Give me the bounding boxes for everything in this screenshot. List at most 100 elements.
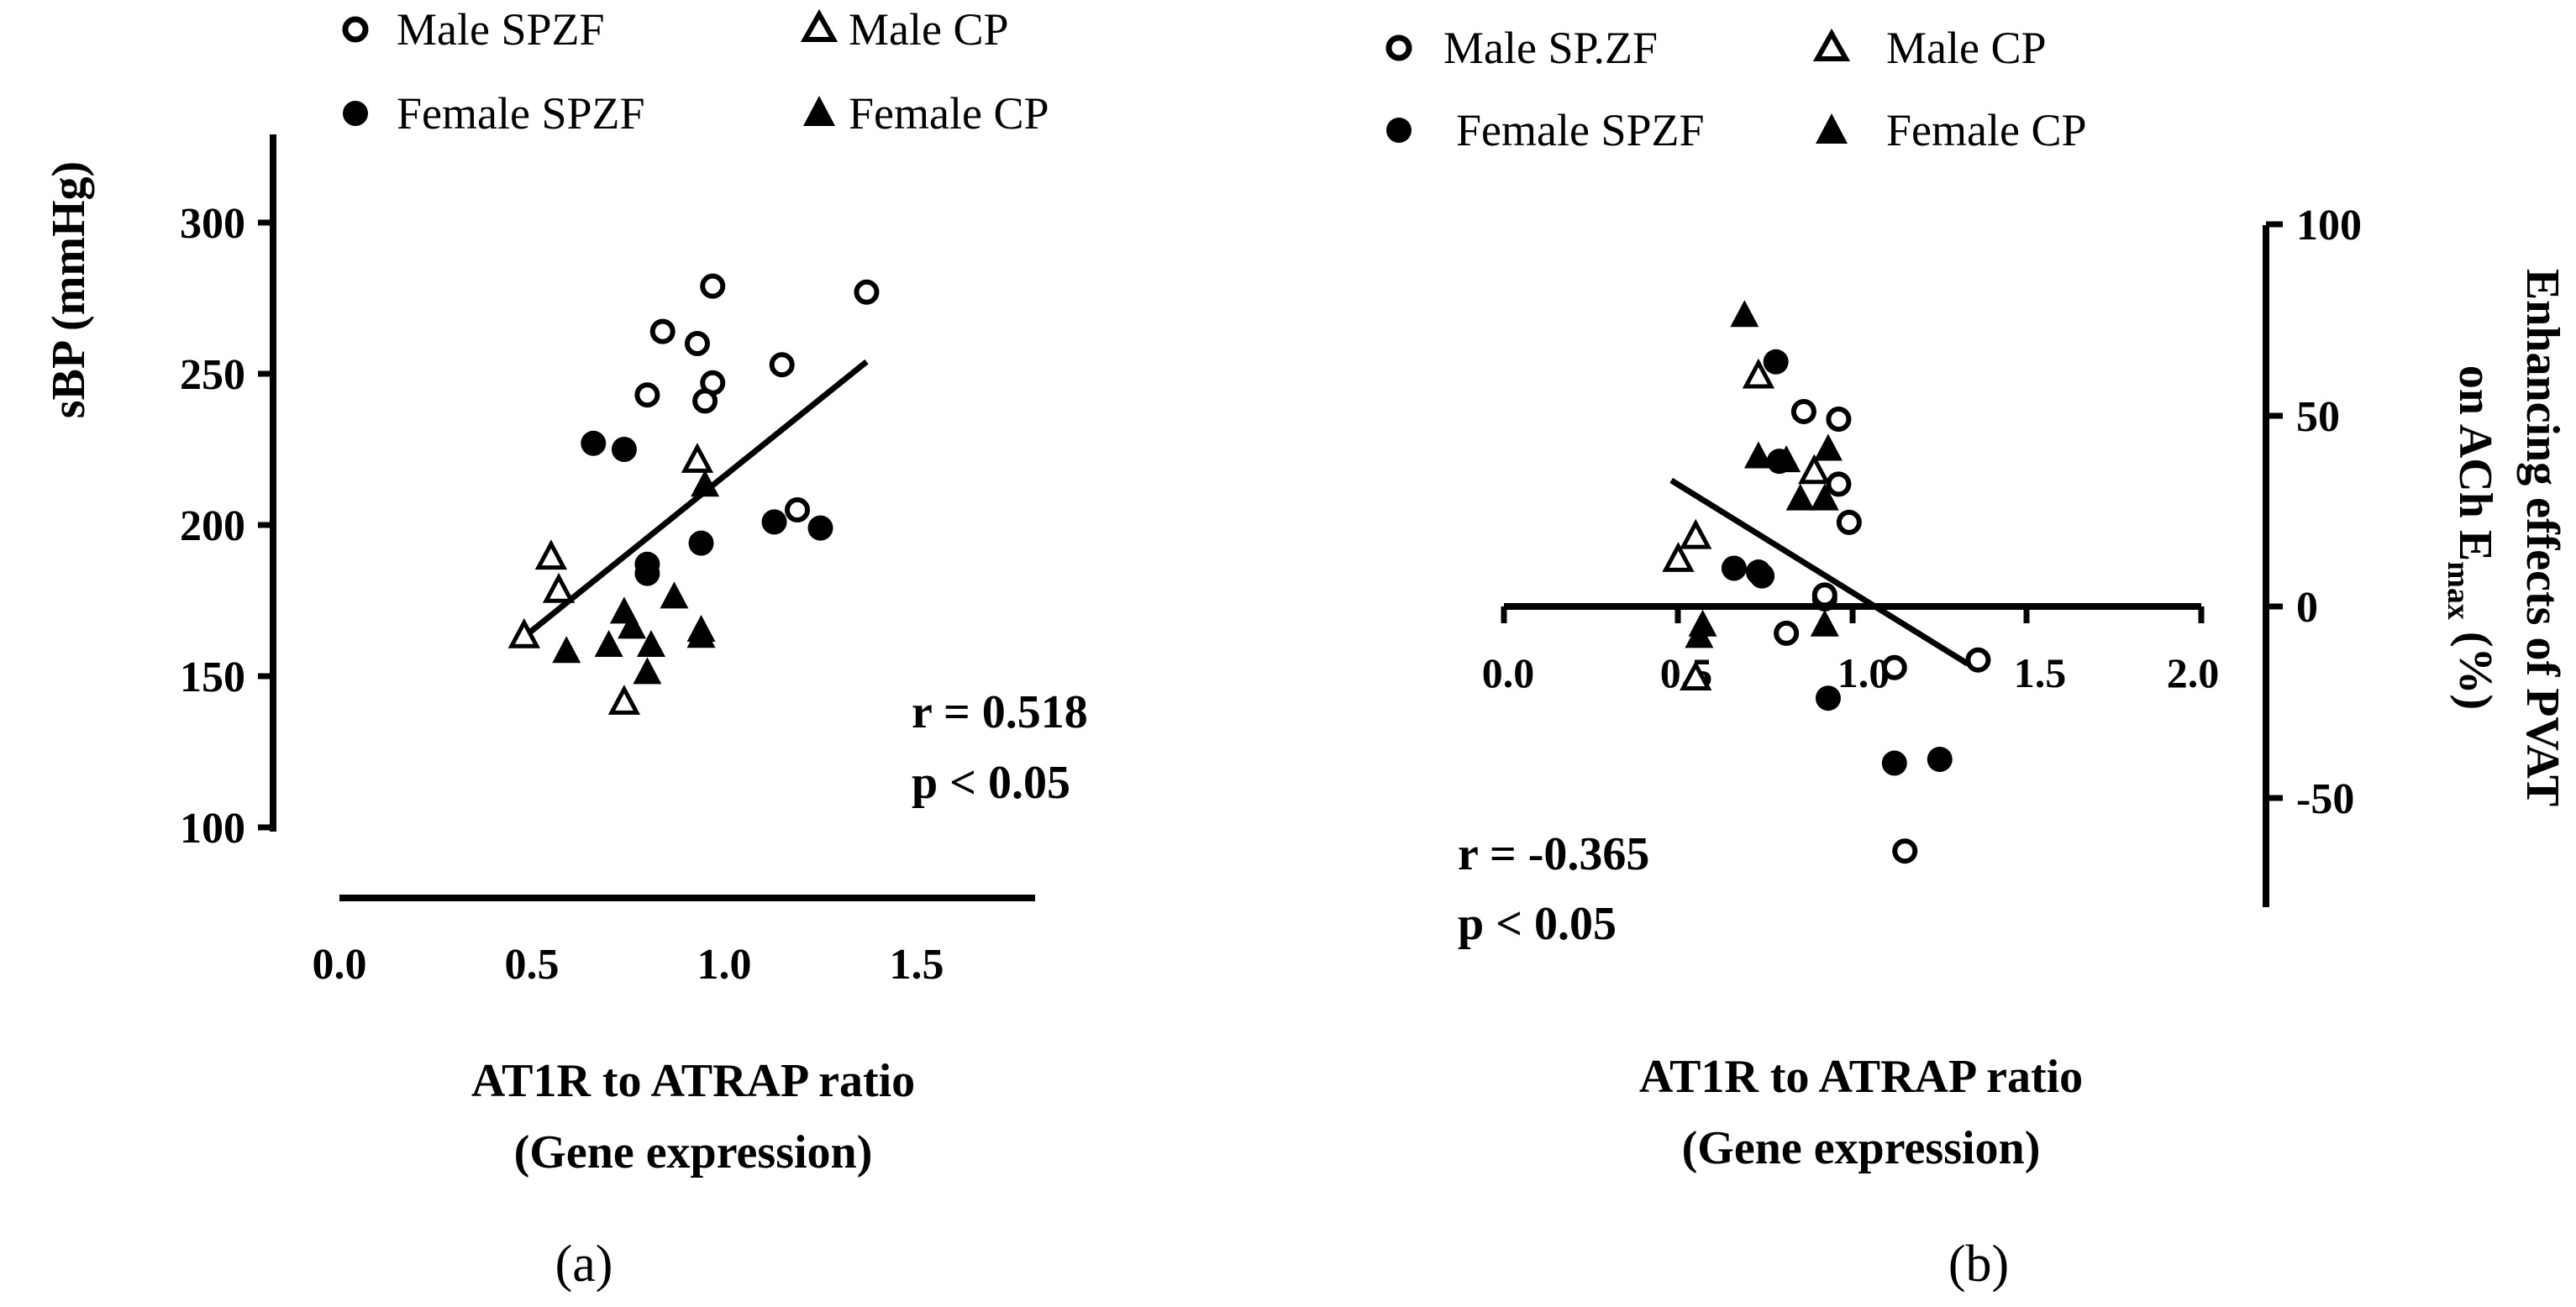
panel-a: Male SPZF Male CP Female SPZF Female CP … [43, 4, 1088, 1293]
point-b-male-cp-2 [1798, 454, 1831, 485]
y-tick-label-b-0: 0 [2296, 584, 2318, 632]
regression-line-a [522, 359, 869, 639]
data-points-b [1662, 300, 1991, 864]
point-a-male-spzf-1 [649, 318, 676, 344]
point-a-female-cp-1 [552, 636, 581, 664]
point-a-female-spzf-4 [634, 560, 660, 586]
y-axis-label-b-line2-main: on ACh E [2449, 365, 2501, 561]
legend-a-label-male-spzf: Male SPZF [397, 4, 605, 55]
y-tick-label-b-neg50: -50 [2296, 775, 2354, 823]
point-a-male-cp-2 [542, 572, 576, 603]
point-b-female-cp-8 [1810, 609, 1839, 637]
point-a-male-spzf-8 [854, 279, 880, 305]
panel-label-a: (a) [555, 1236, 613, 1293]
x-ticks-b: 0.0 0.5 1.0 1.5 2.0 [1482, 606, 2220, 696]
point-a-female-cp-9 [686, 621, 716, 648]
point-b-female-cp-1 [1730, 300, 1759, 328]
y-axis-label-b-subscript: max [2441, 561, 2476, 620]
y-axis-label-b: Enhancing effects of PVAT on ACh Emax (%… [2441, 269, 2568, 806]
point-a-male-cp-3 [507, 617, 541, 648]
point-a-male-cp-4 [681, 443, 714, 473]
point-b-female-cp-4 [1772, 445, 1801, 473]
point-b-female-spzf-5 [1749, 563, 1775, 589]
x-axis-sublabel-b: (Gene expression) [1682, 1122, 2041, 1174]
annotation-p-b: p < 0.05 [1458, 898, 1617, 950]
point-b-female-cp-5 [1785, 483, 1815, 511]
x-ticks-a: 0.0 0.5 1.0 1.5 [313, 941, 944, 989]
y-tick-label-a-150: 150 [180, 654, 245, 701]
point-b-female-spzf-1 [1763, 349, 1789, 375]
x-tick-label-b-3: 1.5 [2014, 649, 2067, 696]
x-tick-label-b-4: 2.0 [2167, 649, 2220, 696]
annotation-r-a: r = 0.518 [912, 686, 1088, 738]
y-tick-label-b-50: 50 [2296, 393, 2340, 441]
y-tick-label-a-100: 100 [180, 805, 245, 853]
point-b-male-sp-zf-3 [1826, 471, 1852, 497]
y-axis-label-b-line2: on ACh Emax (%) [2441, 365, 2501, 710]
y-tick-label-a-250: 250 [180, 351, 245, 399]
point-b-female-spzf-7 [1881, 750, 1907, 776]
point-a-female-cp-7 [660, 581, 689, 609]
point-a-female-cp-10 [691, 470, 720, 497]
point-b-male-sp-zf-6 [1811, 582, 1837, 608]
point-a-male-spzf-4 [634, 382, 660, 408]
point-a-male-cp-5 [607, 685, 641, 715]
point-a-male-spzf-3 [700, 273, 726, 299]
point-a-female-cp-2 [594, 630, 623, 657]
y-tick-label-a-300: 300 [180, 200, 245, 248]
point-b-female-cp-6 [1810, 483, 1839, 511]
point-a-female-spzf-5 [688, 530, 714, 556]
legend-a-label-male-cp: Male CP [849, 4, 1009, 55]
x-tick-label-a-1: 0.5 [505, 941, 560, 989]
legend-b-marker-male-cp [1812, 28, 1851, 61]
point-a-male-spzf-2 [684, 331, 710, 356]
point-a-female-spzf-7 [807, 515, 833, 541]
point-b-female-spzf-3 [1721, 555, 1747, 581]
legend-b-marker-female-cp [1816, 113, 1848, 144]
legend-a: Male SPZF Male CP Female SPZF Female CP [342, 4, 1049, 139]
y-ticks-a: 100 150 200 250 300 [180, 200, 273, 853]
point-b-male-sp-zf-10 [1892, 838, 1918, 864]
legend-b-marker-male-spzf [1385, 34, 1412, 61]
legend-a-label-female-cp: Female CP [849, 88, 1049, 139]
x-tick-label-a-3: 1.5 [890, 941, 944, 989]
point-b-male-sp-zf-4 [1836, 509, 1862, 535]
point-b-female-cp-2 [1813, 433, 1843, 461]
point-b-male-sp-zf-1 [1790, 398, 1816, 424]
y-axis-label-a: sBP (mmHg) [43, 161, 95, 418]
legend-b-label-male-cp: Male CP [1886, 23, 2047, 73]
point-b-female-spzf-6 [1815, 685, 1841, 711]
panel-b: Male SP.ZF Male CP Female SPZF Female CP… [1385, 23, 2568, 1293]
legend-b-label-female-spzf: Female SPZF [1456, 105, 1705, 155]
annotation-r-b: r = -0.365 [1458, 828, 1649, 880]
point-a-female-cp-6 [633, 657, 662, 685]
point-a-male-spzf-7 [769, 352, 795, 378]
legend-b-marker-female-spzf [1386, 118, 1412, 143]
x-axis-label-b: AT1R to ATRAP ratio [1639, 1051, 2083, 1103]
x-axis-label-a: AT1R to ATRAP ratio [471, 1055, 915, 1107]
point-a-male-cp-1 [534, 539, 568, 570]
legend-a-marker-female-cp [803, 96, 835, 126]
point-b-female-cp-9 [1685, 621, 1714, 648]
point-a-female-spzf-2 [611, 437, 637, 462]
point-b-male-cp-5 [1680, 660, 1712, 690]
x-tick-label-a-0: 0.0 [313, 941, 367, 989]
point-b-male-sp-zf-7 [1774, 620, 1800, 646]
x-axis-sublabel-a: (Gene expression) [514, 1126, 873, 1178]
legend-a-marker-female-spzf [343, 101, 368, 126]
point-a-male-spzf-9 [785, 497, 811, 522]
point-b-male-cp-3 [1680, 518, 1712, 549]
legend-b-label-female-cp: Female CP [1886, 105, 2087, 155]
legend-b: Male SP.ZF Male CP Female SPZF Female CP [1385, 23, 2087, 155]
regression-line-b [1669, 477, 1969, 667]
x-tick-label-a-2: 1.0 [697, 941, 752, 989]
point-b-male-sp-zf-8 [1881, 654, 1907, 680]
point-b-female-spzf-8 [1927, 747, 1953, 772]
legend-b-label-male-spzf: Male SP.ZF [1443, 23, 1658, 73]
legend-a-marker-male-cp [800, 8, 839, 42]
y-ticks-b: 100 50 0 -50 [2266, 202, 2362, 823]
annotation-p-a: p < 0.05 [912, 757, 1070, 809]
point-a-female-cp-5 [636, 630, 665, 657]
y-axis-label-b-unit: (%) [2449, 620, 2501, 710]
